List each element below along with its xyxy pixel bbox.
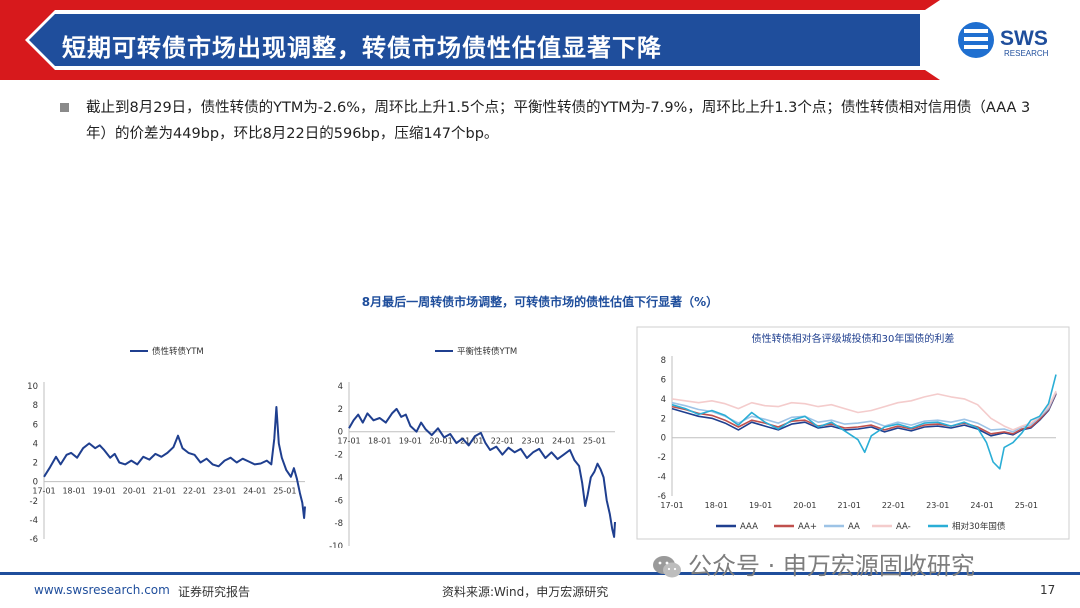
y-tick-label: 6 <box>33 420 38 430</box>
title-blue-band <box>29 14 920 66</box>
legend-label: 债性转债YTM <box>152 346 204 357</box>
footer-divider <box>0 572 1080 575</box>
footer-source: 资料来源:Wind，申万宏源研究 <box>442 585 609 599</box>
y-tick-label: 2 <box>33 459 38 469</box>
y-tick-label: -4 <box>30 516 38 526</box>
legend-label: AA- <box>896 522 911 532</box>
x-tick-label: 21-01 <box>153 487 176 496</box>
x-tick-label: 18-01 <box>368 437 391 446</box>
y-tick-label: -6 <box>335 496 343 506</box>
x-tick-label: 24-01 <box>243 487 266 496</box>
section-title: 8月最后一周转债市场调整，可转债市场的债性估值下行显著（%） <box>361 295 719 309</box>
y-tick-label: -6 <box>30 535 38 545</box>
y-tick-label: 4 <box>661 395 666 405</box>
y-tick-label: 4 <box>338 382 343 392</box>
x-tick-label: 23-01 <box>926 501 949 510</box>
series-line <box>43 406 306 519</box>
wechat-icon <box>653 556 681 578</box>
x-tick-label: 19-01 <box>749 501 772 510</box>
watermark-text: 公众号 · 申万宏源固收研究 <box>688 552 975 580</box>
x-tick-label: 20-01 <box>793 501 816 510</box>
chart-spread: 债性转债相对各评级城投债和30年国债的利差 8 6 4 2 0 -2 -4 -617-01 18-… <box>636 326 1070 540</box>
y-tick-label: -2 <box>335 451 343 461</box>
square-bullet-icon <box>60 103 69 112</box>
y-tick-label: 2 <box>661 414 666 424</box>
series-line <box>671 393 1057 437</box>
y-tick-label: 8 <box>661 356 666 366</box>
legend-label: AA <box>848 522 860 532</box>
x-tick-label: 17-01 <box>660 501 683 510</box>
x-tick-label: 24-01 <box>552 437 575 446</box>
y-tick-label: -2 <box>30 497 38 507</box>
summary-bullet: 截止到8月29日，债性转债的YTM为-2.6%，周环比上升1.5个点；平衡性转债… <box>60 95 1042 147</box>
x-tick-label: 20-01 <box>429 437 452 446</box>
x-tick-label: 22-01 <box>491 437 514 446</box>
x-tick-label: 23-01 <box>213 487 236 496</box>
x-tick-label: 19-01 <box>399 437 422 446</box>
x-tick-label: 18-01 <box>62 487 85 496</box>
x-tick-label: 17-01 <box>337 437 360 446</box>
page-title: 短期可转债市场出现调整，转债市场债性估值显著下降 <box>62 34 662 62</box>
series-line <box>671 374 1057 470</box>
summary-text: 截止到8月29日，债性转债的YTM为-2.6%，周环比上升1.5个点；平衡性转债… <box>86 100 1031 142</box>
legend-label: AAA <box>740 522 758 532</box>
y-tick-label: 0 <box>661 434 666 444</box>
page-number: 17 <box>1040 583 1056 597</box>
legend-label: 平衡性转债YTM <box>457 346 517 357</box>
x-tick-label: 21-01 <box>838 501 861 510</box>
x-tick-label: 18-01 <box>705 501 728 510</box>
y-tick-label: -10 <box>329 542 343 548</box>
y-tick-label: 6 <box>661 375 666 385</box>
y-tick-label: 2 <box>338 405 343 415</box>
sws-logo: SWS RESEARCH <box>958 22 1049 58</box>
y-tick-label: -4 <box>658 473 666 483</box>
y-tick-label: 10 <box>27 382 38 392</box>
series-line <box>671 392 1057 435</box>
footer-report-type: 证券研究报告 <box>178 585 251 599</box>
y-tick-label: 8 <box>33 401 38 411</box>
y-tick-label: 0 <box>338 428 343 438</box>
y-tick-label: 4 <box>33 439 38 449</box>
x-tick-label: 25-01 <box>273 487 296 496</box>
y-tick-label: -4 <box>335 473 343 483</box>
footer-url[interactable]: www.swsresearch.com <box>34 583 170 597</box>
logo-subtext: RESEARCH <box>1004 49 1049 58</box>
chart-frame <box>636 326 1070 540</box>
y-tick-label: 0 <box>33 478 38 488</box>
title-red-band <box>0 0 940 80</box>
y-tick-label: -2 <box>658 453 666 463</box>
x-tick-label: 25-01 <box>1015 501 1038 510</box>
x-tick-label: 24-01 <box>970 501 993 510</box>
x-tick-label: 22-01 <box>183 487 206 496</box>
y-tick-label: -8 <box>335 519 343 529</box>
series-line <box>348 407 616 538</box>
legend-label: 相对30年国债 <box>952 521 1006 532</box>
title-bar <box>0 0 940 80</box>
y-tick-label: -6 <box>658 492 666 502</box>
x-tick-label: 23-01 <box>521 437 544 446</box>
x-tick-label: 17-01 <box>32 487 55 496</box>
watermark: 公众号 · 申万宏源固收研究 <box>652 546 975 581</box>
x-tick-label: 25-01 <box>583 437 606 446</box>
x-tick-label: 19-01 <box>93 487 116 496</box>
legend-label: AA+ <box>798 522 817 532</box>
x-tick-label: 22-01 <box>882 501 905 510</box>
x-tick-label: 20-01 <box>123 487 146 496</box>
chart-bond-ytm: 10 8 6 4 2 0 -2 -4 -6 17-01 18-01 19-01 20-01 21-01 22… <box>27 346 306 545</box>
chart-title: 债性转债相对各评级城投债和30年国债的利差 <box>752 332 955 345</box>
series-line <box>671 390 1057 431</box>
logo-text: SWS <box>1000 27 1048 50</box>
